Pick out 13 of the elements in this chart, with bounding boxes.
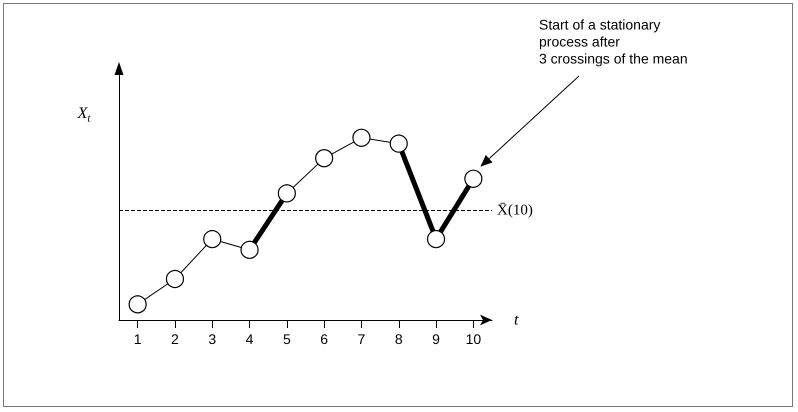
- x-tick-label: 2: [171, 331, 180, 347]
- x-tick-label: 5: [282, 331, 291, 347]
- x-tick-label: 9: [432, 331, 440, 347]
- x-tick-label: 10: [466, 331, 482, 347]
- text: Start of a stationary process after 3 crossings of the mean: [539, 16, 688, 66]
- x-tick-label: 3: [208, 331, 216, 347]
- ref-line-label: X̄(10): [497, 202, 533, 219]
- x-axis-title: t: [514, 312, 519, 328]
- x-tick-label: 6: [320, 331, 328, 347]
- x-tick-label: 1: [134, 331, 142, 347]
- x-tick-label: 8: [394, 331, 403, 347]
- x-tick-label: 7: [358, 331, 366, 347]
- x-tick-label: 4: [246, 331, 254, 347]
